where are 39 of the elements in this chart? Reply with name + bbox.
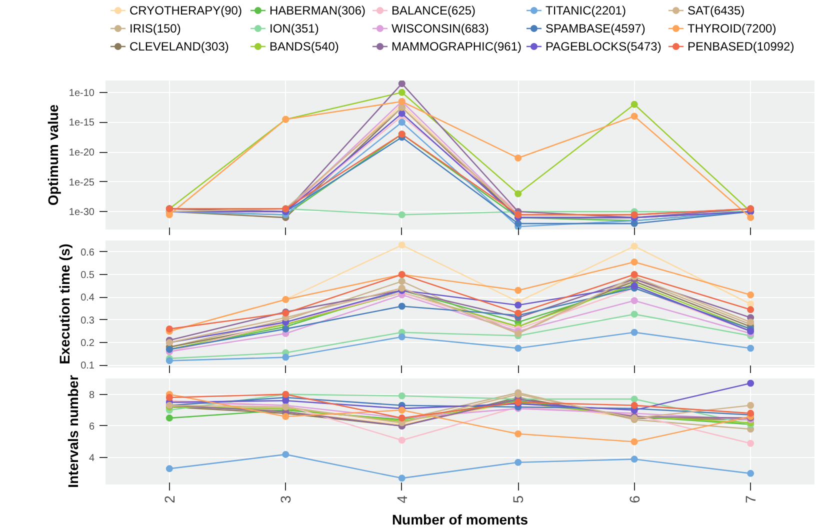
- y-tick-label: 0.6: [80, 247, 95, 258]
- y-tick-label: 6: [88, 421, 95, 432]
- legend-label: CRYOTHERAPY(90): [130, 4, 242, 18]
- legend-label: WISCONSIN(683): [392, 22, 489, 36]
- legend-label: IRIS(150): [130, 22, 181, 36]
- legend-label: MAMMOGRAPHIC(961): [392, 40, 522, 54]
- y-tick-label: 4: [88, 453, 95, 464]
- x-axis-title: Number of moments: [392, 511, 528, 528]
- legend-label: PAGEBLOCKS(5473): [546, 40, 662, 54]
- legend-label: THYROID(7200): [688, 22, 776, 36]
- y-tick-label: 1e-10: [68, 88, 95, 99]
- legend-label: ION(351): [270, 22, 319, 36]
- legend-label: BANDS(540): [270, 40, 339, 54]
- x-tick-label: 5: [510, 495, 526, 504]
- legend-label: CLEVELAND(303): [130, 40, 229, 54]
- x-tick-label: 6: [626, 495, 642, 504]
- x-tick-label: 4: [394, 495, 410, 504]
- legend-label: SAT(6435): [688, 4, 745, 18]
- y-tick-label: 1e-20: [68, 148, 95, 159]
- legend-label: PENBASED(10992): [688, 40, 794, 54]
- y-tick-label: 1e-25: [68, 177, 95, 188]
- x-tick-label: 7: [742, 495, 759, 504]
- y-tick-label: 8: [88, 390, 95, 401]
- y-axis-title: Execution time (s): [56, 244, 73, 364]
- legend-label: BALANCE(625): [392, 4, 476, 18]
- legend-label: SPAMBASE(4597): [546, 22, 646, 36]
- y-axis-title: Optimum value: [44, 104, 61, 206]
- y-tick-label: 1e-30: [68, 207, 95, 218]
- y-tick-label: 0.1: [80, 360, 95, 372]
- y-tick-label: 0.5: [80, 270, 95, 282]
- x-tick-label: 2: [161, 495, 178, 504]
- y-tick-label: 0.3: [80, 315, 95, 326]
- y-axis-title: Intervals number: [64, 374, 81, 488]
- y-tick-label: 0.4: [80, 292, 95, 304]
- legend-label: HABERMAN(306): [270, 4, 366, 18]
- y-tick-label: 1e-15: [68, 118, 95, 129]
- y-tick-label: 0.2: [80, 338, 95, 350]
- legend-label: TITANIC(2201): [546, 4, 626, 18]
- x-tick-label: 3: [278, 495, 294, 504]
